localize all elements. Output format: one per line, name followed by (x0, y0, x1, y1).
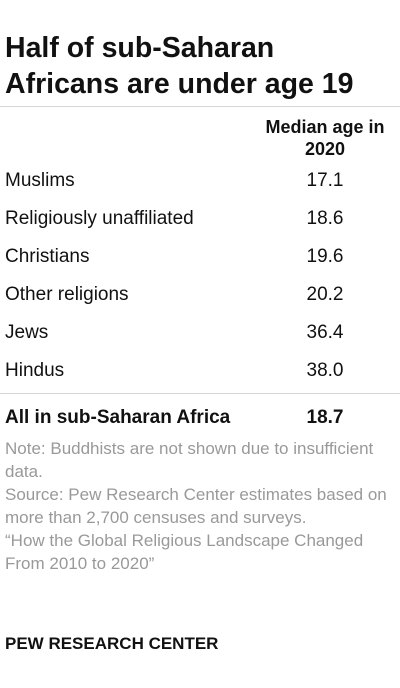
title-divider (0, 106, 400, 107)
total-divider (0, 393, 400, 394)
total-row: All in sub-Saharan Africa 18.7 (0, 406, 400, 444)
notes-block: Note: Buddhists are not shown due to ins… (5, 437, 395, 575)
note-text: Note: Buddhists are not shown due to ins… (5, 439, 374, 481)
row-value: 36.4 (306, 322, 344, 343)
row-label: Religiously unaffiliated (5, 208, 194, 229)
column-header: Median age in 2020 (265, 117, 385, 159)
chart-title: Half of sub-Saharan Africans are under a… (5, 32, 354, 100)
row-value: 38.0 (306, 360, 344, 381)
table-row: Hindus 38.0 (0, 359, 400, 397)
report-title: “How the Global Religious Landscape Chan… (5, 531, 364, 573)
table-row: Jews 36.4 (0, 321, 400, 359)
row-value: 18.6 (306, 208, 344, 229)
table-row: Muslims 17.1 (0, 169, 400, 207)
row-label: Christians (5, 246, 90, 267)
row-value: 19.6 (306, 246, 344, 267)
row-value: 17.1 (306, 170, 344, 191)
row-label: Jews (5, 322, 49, 343)
source-text: Source: Pew Research Center estimates ba… (5, 485, 387, 527)
brand-logo-text: PEW RESEARCH CENTER (5, 634, 219, 653)
row-label: Muslims (5, 170, 75, 191)
table-row: Christians 19.6 (0, 245, 400, 283)
total-value: 18.7 (306, 407, 344, 428)
total-label: All in sub-Saharan Africa (5, 407, 231, 428)
table-row: Other religions 20.2 (0, 283, 400, 321)
table-row: Religiously unaffiliated 18.6 (0, 207, 400, 245)
row-label: Other religions (5, 284, 129, 305)
row-value: 20.2 (306, 284, 344, 305)
row-label: Hindus (5, 360, 65, 381)
